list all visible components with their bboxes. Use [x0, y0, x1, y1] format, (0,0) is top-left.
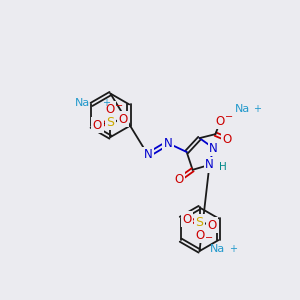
Text: O: O — [182, 213, 191, 226]
Text: Na: Na — [75, 98, 91, 108]
Text: O: O — [216, 115, 225, 128]
Text: O: O — [106, 103, 115, 116]
Text: S: S — [106, 116, 114, 129]
Text: N: N — [205, 158, 214, 171]
Text: O: O — [195, 229, 204, 242]
Text: +: + — [229, 244, 237, 254]
Text: Na: Na — [235, 104, 250, 114]
Text: N: N — [209, 142, 218, 154]
Text: −: − — [115, 101, 123, 111]
Text: O: O — [223, 133, 232, 146]
Text: H: H — [219, 162, 227, 172]
Text: O: O — [93, 119, 102, 132]
Text: O: O — [118, 113, 128, 126]
Text: O: O — [174, 173, 183, 186]
Text: Na: Na — [210, 244, 225, 254]
Text: N: N — [144, 148, 152, 161]
Text: N: N — [164, 136, 172, 150]
Text: S: S — [196, 216, 203, 229]
Text: −: − — [225, 112, 233, 122]
Text: +: + — [102, 98, 110, 108]
Text: +: + — [253, 104, 261, 114]
Text: O: O — [208, 219, 217, 232]
Text: −: − — [205, 233, 213, 243]
